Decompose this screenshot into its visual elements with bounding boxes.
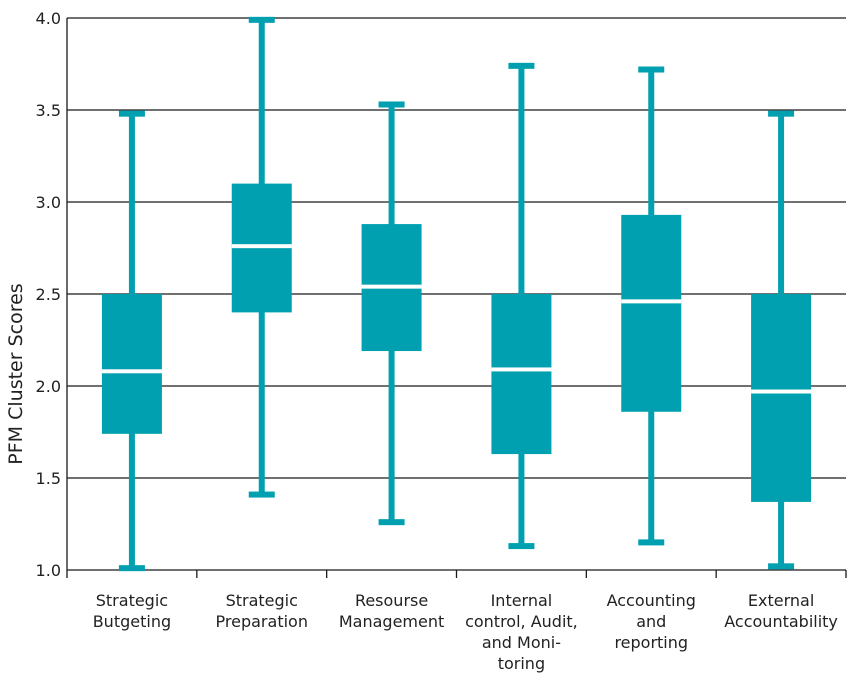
box-group <box>491 62 552 550</box>
x-category-label-line: Management <box>339 612 444 631</box>
y-tick-label: 2.5 <box>36 285 61 304</box>
x-category-label: Strategic Butgeting <box>93 591 171 631</box>
x-category-label-line: reporting <box>614 633 688 652</box>
whisker-cap-min <box>378 519 405 526</box>
x-category-label-line: Internal <box>491 591 553 610</box>
y-tick-label: 2.0 <box>36 377 61 396</box>
x-category-label-line: Accounting <box>607 591 696 610</box>
box-group <box>751 110 812 570</box>
x-category-label-line: toring <box>498 654 545 673</box>
iqr-box <box>621 214 682 412</box>
grid-layer <box>67 17 846 571</box>
x-category-label: Strategic Preparation <box>216 591 308 631</box>
x-category-label-line: control, Audit, <box>465 612 578 631</box>
x-category-label-line: Accountability <box>724 612 838 631</box>
y-tick-label: 1.0 <box>36 561 61 580</box>
median-line <box>231 244 292 249</box>
whisker-cap-max <box>508 62 535 69</box>
median-line <box>361 284 422 289</box>
iqr-box <box>491 294 552 455</box>
whisker-cap-max <box>638 66 665 73</box>
x-category-label-line: and Moni- <box>482 633 561 652</box>
box-group <box>621 66 682 546</box>
x-category-label-line: Strategic <box>96 591 168 610</box>
x-category-label-line: Resourse <box>355 591 428 610</box>
x-category-label: Resourse Management <box>339 591 444 631</box>
whisker-cap-min <box>118 565 145 572</box>
x-category-label-line: and <box>636 612 666 631</box>
x-category-label-line: Butgeting <box>93 612 171 631</box>
whisker-cap-max <box>768 110 795 117</box>
box-group <box>101 110 162 572</box>
iqr-box <box>751 294 812 502</box>
y-tick-label: 4.0 <box>36 9 61 28</box>
y-tick-label: 3.0 <box>36 193 61 212</box>
x-category-label-line: Strategic <box>226 591 298 610</box>
whisker-cap-max <box>248 16 275 23</box>
iqr-box <box>101 294 162 434</box>
whisker-cap-min <box>248 491 275 498</box>
whisker-cap-min <box>638 539 665 546</box>
box-layer <box>101 16 812 572</box>
whisker-cap-min <box>508 543 535 550</box>
y-axis-title: PFM Cluster Scores <box>5 283 27 464</box>
box-group <box>231 16 292 498</box>
x-category-label: External Accountability <box>724 591 838 631</box>
x-category-label: Internal control, Audit, and Moni-toring <box>465 591 578 673</box>
x-category-label-line: Preparation <box>216 612 308 631</box>
whisker-cap-max <box>118 110 145 117</box>
whisker-cap-min <box>768 563 795 570</box>
median-line <box>621 299 682 304</box>
x-category-label: Accounting and reporting <box>607 591 696 652</box>
median-line <box>491 367 552 372</box>
y-tick-label: 1.5 <box>36 469 61 488</box>
median-line <box>101 369 162 374</box>
x-category-label-line: External <box>748 591 814 610</box>
whisker-cap-max <box>378 101 405 108</box>
median-line <box>751 389 812 394</box>
box-group <box>361 101 422 526</box>
y-tick-label: 3.5 <box>36 101 61 120</box>
